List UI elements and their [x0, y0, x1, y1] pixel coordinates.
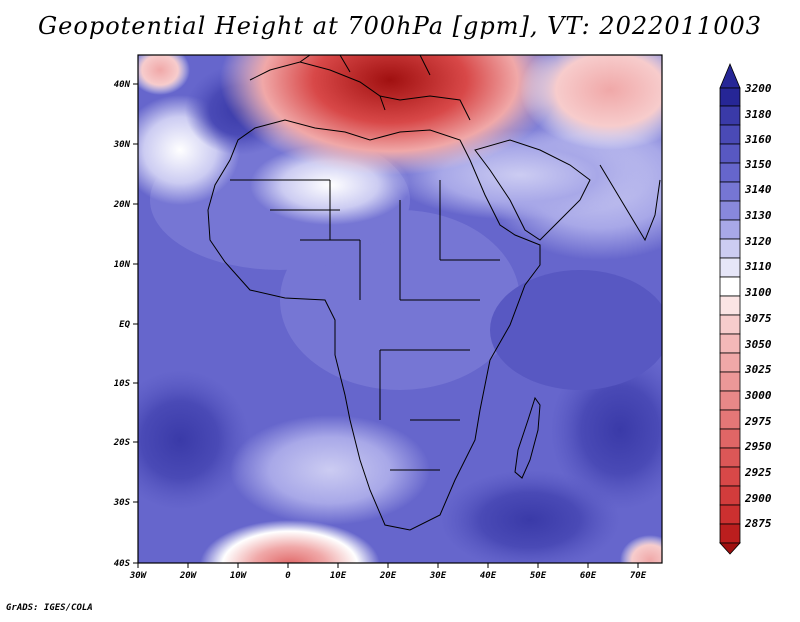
x-tick-label: 40E	[480, 571, 497, 581]
colorbar-box	[719, 257, 741, 278]
colorbar	[719, 62, 741, 555]
colorbar-label: 2950	[744, 440, 772, 453]
height-field	[138, 55, 662, 563]
colorbar-box	[719, 485, 741, 506]
africa-coastline	[207, 119, 541, 531]
x-tick-label: 60E	[580, 571, 597, 581]
colorbar-box	[719, 219, 741, 240]
x-tick-label: 30E	[429, 571, 447, 581]
x-tick-labels: 30W 20W 10W 0 10E 20E 30E 40E 50E 60E 70…	[129, 571, 647, 581]
colorbar-box	[719, 447, 741, 468]
y-tick-label: 30N	[113, 140, 131, 150]
map-title: Geopotential Height at 700hPa [gpm], VT:…	[38, 12, 762, 40]
colorbar-box	[719, 143, 741, 164]
colorbar-label: 2975	[744, 415, 772, 428]
colorbar-top-arrow	[719, 62, 741, 89]
x-tick-label: 0	[285, 571, 291, 581]
colorbar-label: 3110	[744, 260, 772, 273]
colorbar-label: 3140	[744, 183, 772, 196]
madagascar-coastline	[514, 396, 541, 479]
colorbar-box	[719, 87, 741, 107]
colorbar-label: 3150	[744, 158, 772, 171]
colorbar-box	[719, 409, 741, 430]
colorbar-box	[719, 371, 741, 392]
africa-borders	[230, 179, 500, 471]
x-tick-label: 30W	[129, 571, 148, 581]
x-tick-label: 20E	[379, 571, 397, 581]
india-coastline	[599, 164, 661, 242]
x-tick-label: 10W	[230, 571, 248, 581]
y-tick-label: 30S	[113, 498, 131, 508]
x-ticks	[137, 563, 639, 568]
colorbar-label: 3075	[744, 312, 772, 325]
colorbar-box	[719, 466, 741, 487]
y-tick-label: 20S	[113, 438, 131, 448]
y-tick-label: 10N	[114, 260, 131, 270]
colorbar-label: 2900	[744, 492, 772, 505]
y-ticks	[133, 83, 138, 564]
colorbar-label: 3050	[744, 338, 772, 351]
y-tick-labels: 40N 30N 20N 10N EQ 10S 20S 30S 40S	[113, 80, 131, 569]
colorbar-label: 3200	[744, 82, 772, 95]
y-tick-label: 10S	[114, 379, 131, 389]
colorbar-box	[719, 238, 741, 259]
map-frame	[137, 54, 663, 564]
colorbar-label: 3025	[744, 363, 772, 376]
y-tick-label: EQ	[119, 320, 130, 330]
colorbar-box	[719, 352, 741, 373]
colorbar-box	[719, 276, 741, 297]
colorbar-box	[719, 124, 741, 145]
coastlines	[207, 55, 661, 531]
x-tick-label: 20W	[179, 571, 198, 581]
colorbar-label: 3180	[744, 108, 772, 121]
europe-coastline	[249, 55, 471, 121]
colorbar-label: 2925	[744, 466, 772, 479]
colorbar-box	[719, 105, 741, 126]
grads-credit: GrADS: IGES/COLA	[6, 603, 93, 613]
colorbar-box	[719, 390, 741, 411]
colorbar-box	[719, 314, 741, 335]
colorbar-box	[719, 428, 741, 449]
colorbar-label: 3100	[744, 286, 772, 299]
colorbar-box	[719, 162, 741, 183]
colorbar-label: 2875	[744, 517, 772, 530]
colorbar-labels: 3200 3180 3160 3150 3140 3130 3120 3110 …	[744, 82, 772, 530]
colorbar-box	[719, 523, 741, 544]
colorbar-label: 3130	[744, 209, 772, 222]
arabia-coastline	[474, 139, 591, 241]
x-tick-label: 70E	[630, 571, 647, 581]
colorbar-box	[719, 181, 741, 202]
colorbar-bottom-arrow	[719, 542, 741, 555]
x-tick-label: 50E	[530, 571, 547, 581]
colorbar-box	[719, 200, 741, 221]
y-tick-label: 40S	[114, 559, 131, 569]
y-tick-label: 40N	[114, 80, 131, 90]
y-tick-label: 20N	[113, 200, 131, 210]
colorbar-box	[719, 504, 741, 525]
colorbar-box	[719, 295, 741, 316]
colorbar-box	[719, 333, 741, 354]
colorbar-label: 3120	[744, 235, 772, 248]
colorbar-label: 3160	[744, 133, 772, 146]
x-tick-label: 10E	[330, 571, 347, 581]
colorbar-label: 3000	[744, 389, 772, 402]
